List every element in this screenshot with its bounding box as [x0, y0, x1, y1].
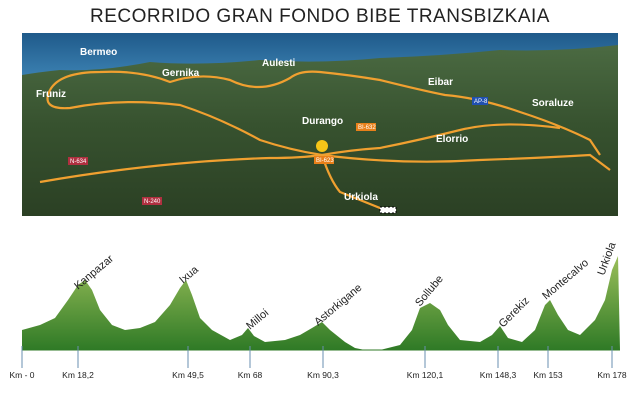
place: Elorrio: [436, 134, 468, 145]
road-label: N-634: [70, 159, 87, 165]
km-label: Km 18,2: [62, 370, 94, 380]
road-label: N-240: [144, 199, 161, 205]
peak-label: Kanpazar: [72, 253, 116, 293]
km-label: Km 148,3: [480, 370, 517, 380]
road-label: BI-623: [316, 158, 334, 164]
map: Bermeo Gernika Aulesti Eibar Soraluze Fr…: [22, 33, 618, 216]
km-label: Km 153: [533, 370, 563, 380]
place: Aulesti: [262, 58, 296, 69]
place: Bermeo: [80, 47, 117, 58]
km-label: Km - 0: [9, 370, 34, 380]
road-sign: [142, 197, 162, 205]
road-sign: [356, 123, 376, 131]
place: Fruniz: [36, 89, 66, 100]
finish-flag: [379, 206, 397, 214]
road-label: AP-8: [474, 99, 488, 105]
peak-label: Gerekiz: [497, 295, 532, 330]
title: RECORRIDO GRAN FONDO BIBE TRANSBIZKAIA: [90, 6, 550, 27]
road-sign: [314, 156, 334, 164]
km-label: Km 49,5: [172, 370, 204, 380]
road-sign: [472, 97, 488, 105]
place: Urkiola: [344, 192, 378, 203]
km-label: Km 90,3: [307, 370, 339, 380]
km-axis: Km - 0 Km 18,2 Km 49,5 Km 68 Km 90,3 Km 120,1…: [9, 346, 627, 380]
peak-label: Ixua: [177, 263, 201, 286]
road-sign: [68, 157, 88, 165]
place: Soraluze: [532, 98, 574, 109]
road-label: BI-632: [358, 125, 376, 131]
elevation-profile: Kanpazar Ixua Milloi Astorkigane Sollube…: [9, 240, 626, 380]
peak-label: Milloi: [244, 307, 271, 332]
peak-label: Astorkigane: [312, 282, 364, 329]
profile-area: [22, 256, 620, 350]
sea: [22, 33, 618, 75]
place: Eibar: [428, 77, 453, 88]
km-label: Km 120,1: [407, 370, 444, 380]
place: Gernika: [162, 68, 200, 79]
route: [39, 70, 611, 212]
place: Durango: [302, 116, 343, 127]
durango-marker: [316, 140, 328, 152]
km-label: Km 178: [597, 370, 627, 380]
km-label: Km 68: [238, 370, 263, 380]
peak-label: Montecalvo: [540, 257, 591, 302]
